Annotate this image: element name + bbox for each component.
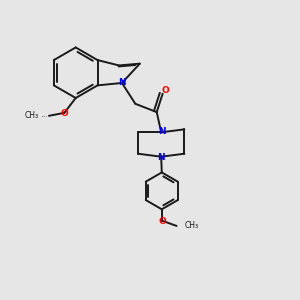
Text: CH₃: CH₃ xyxy=(24,111,38,120)
Text: O: O xyxy=(161,85,169,94)
Text: O: O xyxy=(158,217,166,226)
Text: O: O xyxy=(61,109,69,118)
Text: methoxy: methoxy xyxy=(42,116,49,117)
Text: CH₃: CH₃ xyxy=(185,221,199,230)
Text: N: N xyxy=(118,78,126,87)
Text: N: N xyxy=(158,153,165,162)
Text: N: N xyxy=(158,127,166,136)
